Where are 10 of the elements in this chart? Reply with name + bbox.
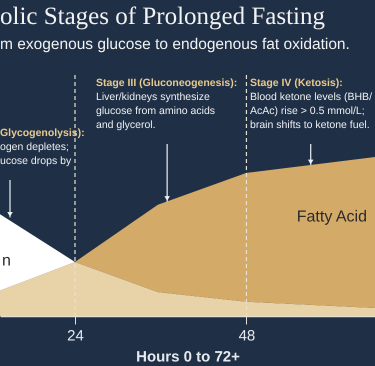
- series-label: n: [2, 252, 11, 270]
- chart-title: olic Stages of Prolonged Fasting: [0, 3, 326, 30]
- annotation: Stage III (Gluconeogenesis): Liver/kidneys synthesize glucose from amino acids and glycerol.: [96, 77, 238, 131]
- annotation: Glycogenolysis): ogen depletes; ucose drops by: [0, 127, 85, 167]
- annotation: Stage IV (Ketosis): Blood ketone levels (BHB/ AcAc) rise > 0.5 mmol/L; brain shifts to ketone fuel.: [250, 77, 372, 131]
- chart-subtitle: m exogenous glucose to endogenous fat oxidation.: [0, 36, 350, 53]
- x-tick-label: 48: [238, 328, 256, 344]
- series-label: Fatty Acid: [296, 208, 367, 226]
- x-tick-label: 24: [67, 328, 84, 344]
- x-axis-title: Hours 0 to 72+: [136, 348, 240, 366]
